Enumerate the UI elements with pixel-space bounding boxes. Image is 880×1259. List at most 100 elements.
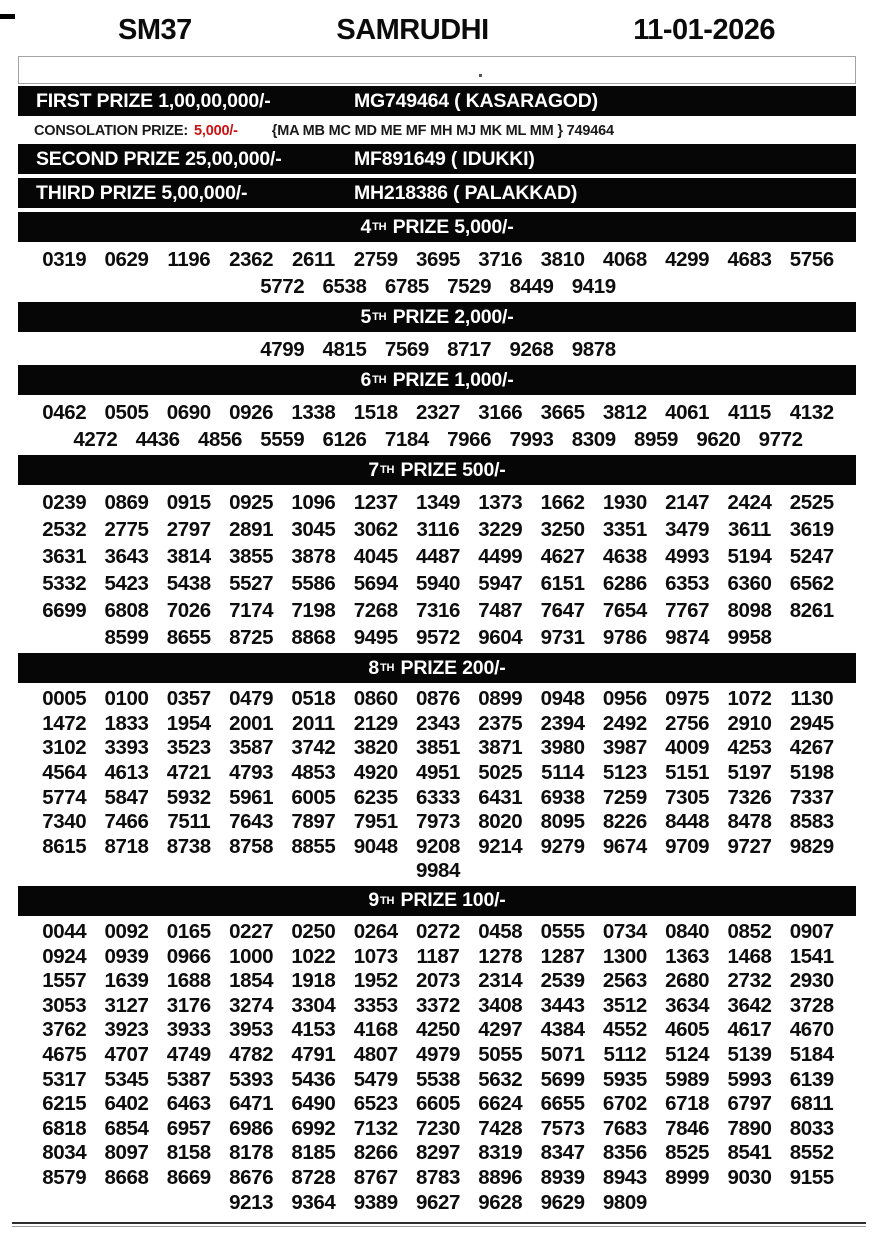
prize-number: 2797 <box>166 517 211 541</box>
prize-number: 6702 <box>602 1092 647 1116</box>
prize-number: 3810 <box>540 247 585 271</box>
prize-number: 0264 <box>353 920 398 944</box>
prize-number: 4627 <box>540 544 585 568</box>
prize-number: 3587 <box>229 736 274 760</box>
prize-number: 2011 <box>291 711 335 735</box>
prize-number: 3878 <box>291 544 336 568</box>
prize-number: 6938 <box>540 785 585 809</box>
prize-number: 9727 <box>727 834 772 858</box>
prize-number: 8583 <box>789 810 834 834</box>
prize-number: 7337 <box>789 785 834 809</box>
prize-number: 4168 <box>353 1018 398 1042</box>
prize-number: 5935 <box>602 1067 647 1091</box>
prize-number: 8718 <box>104 834 149 858</box>
prize-number: 3408 <box>478 993 523 1017</box>
prize-number: 9731 <box>540 625 585 649</box>
section-ordinal-suffix: TH <box>380 464 395 476</box>
prize-number: 9772 <box>758 427 803 451</box>
consolation-row: CONSOLATION PRIZE: 5,000/- {MA MB MC MD … <box>18 120 856 142</box>
consolation-series: {MA MB MC MD ME MF MH MJ MK ML MM } 7494… <box>271 123 614 139</box>
prize-number: 7511 <box>167 810 211 834</box>
prize-number: 7654 <box>602 598 647 622</box>
prize-number: 0227 <box>229 920 274 944</box>
prize-number: 5772 <box>260 274 305 298</box>
prize-number: 2001 <box>229 711 274 735</box>
prize-number: 9629 <box>540 1190 585 1214</box>
section-title: PRIZE 1,000/- <box>387 368 514 391</box>
prize-number: 8669 <box>166 1165 211 1189</box>
prize-number: 1373 <box>478 490 523 514</box>
prize-number: 5393 <box>229 1067 274 1091</box>
prize-number: 0966 <box>166 944 211 968</box>
prize-number: 0357 <box>166 687 211 711</box>
prize-number: 7487 <box>478 598 523 622</box>
prize-number: 2611 <box>291 247 335 271</box>
prize-number: 1072 <box>727 687 772 711</box>
prize-number: 8855 <box>291 834 336 858</box>
prize-number: 6785 <box>384 274 429 298</box>
prize-number: 1518 <box>353 400 398 424</box>
prize-number: 4115 <box>728 400 771 424</box>
prize-number-row: 7340 7466 7511 7643 7897 7951 7973 8020 8095 8226… <box>18 810 858 835</box>
prize-number: 3851 <box>415 736 460 760</box>
prize-number: 1952 <box>353 969 398 993</box>
prize-section-header: 6 TH PRIZE 1,000/- <box>18 365 856 395</box>
prize-number: 3643 <box>104 544 149 568</box>
prize-number: 0915 <box>166 490 211 514</box>
prize-number: 1278 <box>478 944 523 968</box>
prize-number: 0555 <box>540 920 585 944</box>
prize-number: 9214 <box>478 834 523 858</box>
prize-number: 3479 <box>665 517 710 541</box>
prize-number: 4009 <box>665 736 710 760</box>
prize-number: 9958 <box>727 625 772 649</box>
prize-number: 4707 <box>104 1043 149 1067</box>
prize-number: 2314 <box>478 969 523 993</box>
prize-number: 1000 <box>229 944 274 968</box>
prize-section: 8 TH PRIZE 200/- 0005 0100 0357 0479 0518 0860 0… <box>0 653 880 884</box>
section-ordinal-suffix: TH <box>380 662 395 674</box>
corner-mark <box>0 14 15 19</box>
prize-number: 3820 <box>353 736 398 760</box>
prize-number: 5247 <box>789 544 834 568</box>
prize-number-row: 4272 4436 4856 5559 6126 7184 7966 7993 8309 8959… <box>18 426 858 453</box>
prize-number: 4799 <box>260 337 305 361</box>
prize-number: 6471 <box>229 1092 274 1116</box>
prize-number: 8033 <box>789 1116 834 1140</box>
prize-number: 1187 <box>416 944 460 968</box>
prize-number: 6523 <box>353 1092 398 1116</box>
prize-number: 8309 <box>571 427 616 451</box>
prize-number: 0479 <box>229 687 274 711</box>
third-prize-bar: THIRD PRIZE 5,00,000/- MH218386 ( PALAKK… <box>18 178 856 208</box>
prize-number: 4951 <box>415 761 460 785</box>
prize-number: 9155 <box>789 1165 834 1189</box>
prize-number: 6986 <box>229 1116 274 1140</box>
prize-number: 2362 <box>229 247 274 271</box>
prize-number: 4670 <box>789 1018 834 1042</box>
prize-number: 4250 <box>415 1018 460 1042</box>
prize-number: 8020 <box>478 810 523 834</box>
prize-number: 8158 <box>166 1141 211 1165</box>
prize-number: 7993 <box>509 427 554 451</box>
prize-number: 9984 <box>415 859 460 883</box>
prize-number: 6333 <box>415 785 460 809</box>
prize-number: 8896 <box>478 1165 523 1189</box>
prize-number: 0899 <box>478 687 523 711</box>
section-title: PRIZE 500/- <box>395 458 506 481</box>
prize-number: 5124 <box>665 1043 710 1067</box>
prize-number: 9030 <box>727 1165 772 1189</box>
prize-number-row: 6818 6854 6957 6986 6992 7132 7230 7428 7573 7683… <box>18 1117 858 1142</box>
section-title: PRIZE 5,000/- <box>387 215 514 238</box>
prize-number: 0239 <box>42 490 87 514</box>
prize-number: 3443 <box>540 993 585 1017</box>
prize-number: 1930 <box>602 490 647 514</box>
prize-number: 6854 <box>104 1116 149 1140</box>
prize-number: 3619 <box>789 517 834 541</box>
prize-number: 2680 <box>665 969 710 993</box>
prize-number: 1833 <box>104 711 149 735</box>
prize-number: 3665 <box>540 400 585 424</box>
prize-number: 6286 <box>602 571 647 595</box>
prize-number: 7973 <box>415 810 460 834</box>
prize-number: 8261 <box>789 598 834 622</box>
prize-number: 8226 <box>602 810 647 834</box>
prize-number: 8552 <box>789 1141 834 1165</box>
